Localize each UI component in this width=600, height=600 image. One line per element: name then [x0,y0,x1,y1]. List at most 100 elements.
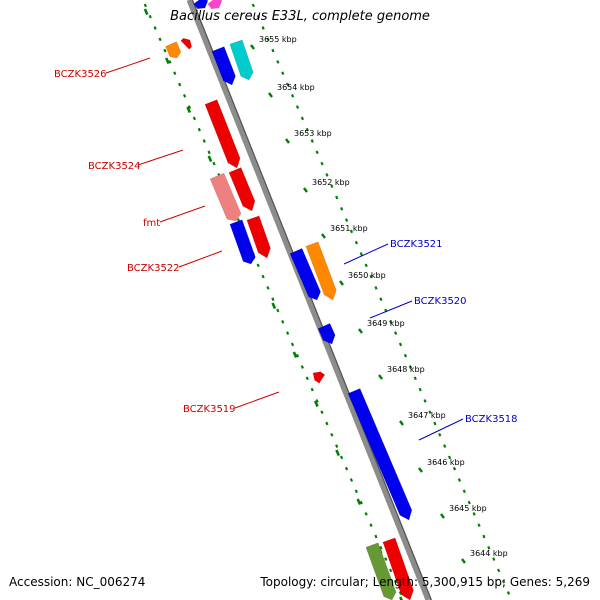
kbp-label: 3648 kbp [387,365,425,374]
kbp-label: 3649 kbp [367,319,405,328]
tick-dot [408,365,412,369]
gene-arrow [365,542,397,600]
tick-dot [290,342,295,347]
tick-dot [295,105,300,109]
leader-line [105,57,151,74]
kbp-tick [358,328,363,334]
tick-dot [349,229,354,234]
kbp-tick-marks [250,44,466,564]
tick-dot [158,37,162,42]
tick-dot [163,48,167,53]
tick-dot [339,455,344,460]
tick-mark-major [186,106,192,114]
backbone-shadow [191,0,432,600]
tick-dot [325,173,329,177]
tick-dot [320,410,324,415]
tick-dot [286,331,290,335]
accession-text: Accession: NC_006274 [9,575,146,589]
kbp-label: 3644 kbp [470,549,508,558]
gene-arrow [204,99,241,169]
tick-dot [261,274,265,279]
tick-dot [173,71,177,76]
gene-arrow [180,37,193,50]
leader-line [343,243,389,265]
tick-dot [389,319,393,324]
leader-line [178,250,223,268]
kbp-label: 3653 kbp [294,129,332,138]
tick-dot [369,274,373,279]
tick-dot [423,399,427,403]
gene-arrow [207,0,223,10]
tick-dot [202,139,206,143]
tick-dot [364,512,368,516]
tick-dot [168,60,172,64]
kbp-label: 3646 kbp [427,458,465,467]
tick-dot [143,3,147,8]
tick-dot [281,319,285,324]
kbp-tick [268,92,273,98]
tick-dot [315,399,319,403]
tick-dot [354,489,358,494]
tick-dot [178,82,182,87]
tick-mark-major [356,498,362,506]
tick-dot [305,376,309,381]
tick-mark-major [207,155,213,163]
tick-dot [330,184,334,189]
tick-dot [344,218,349,222]
tick-dot [403,353,408,358]
tick-dot [433,421,437,426]
tick-dot [330,432,334,437]
kbp-tick [321,233,326,239]
gene-arrow [229,219,256,265]
tick-dot [305,127,309,132]
kbp-tick [285,138,290,144]
leader-line [369,300,413,319]
tick-dot [182,93,187,98]
tick-dot [251,3,255,8]
tick-dot [192,116,197,121]
tick-dot [295,353,300,358]
tick-dot [477,523,481,528]
gene-arrow [229,39,254,81]
tick-dot [487,545,491,550]
tick-dot [369,523,373,528]
gene-arrow [228,167,256,212]
tick-dot [413,376,417,381]
genome-backbone [186,0,431,600]
tick-dot [261,26,265,30]
kbp-label: 3647 kbp [408,411,446,420]
tick-dot [393,579,398,584]
tick-dot [325,421,329,426]
tick-dot [207,150,211,155]
tick-dot [256,14,260,19]
tick-dot [452,466,457,471]
tick-dot [300,365,304,369]
gene-label: BCZK3524 [88,161,141,172]
kbp-tick [440,513,445,519]
tick-dot [286,82,290,87]
tick-dot [212,161,216,166]
tick-dot [335,444,339,448]
kbp-tick [378,374,383,380]
gene-label: BCZK3519 [183,404,236,415]
tick-dot [310,387,314,392]
gene-arrow [193,0,209,10]
tick-mark-major [292,351,298,359]
leader-line [418,418,464,441]
gene-arrow [317,323,336,345]
tick-dot [506,591,511,595]
tick-dot [310,139,314,143]
tick-dot [266,286,270,290]
gene-label: BCZK3520 [414,296,467,307]
tick-dot [197,127,201,132]
gene-arrow [382,537,414,600]
tick-dot [482,534,486,539]
gene-arrow [246,215,271,259]
gene-label: fmt [143,218,160,229]
gene-label: BCZK3526 [54,69,107,80]
gene-features [165,0,414,600]
tick-dot [374,534,378,539]
tick-dot [364,263,368,268]
tick-dot [447,455,452,460]
tick-dot [398,342,403,347]
